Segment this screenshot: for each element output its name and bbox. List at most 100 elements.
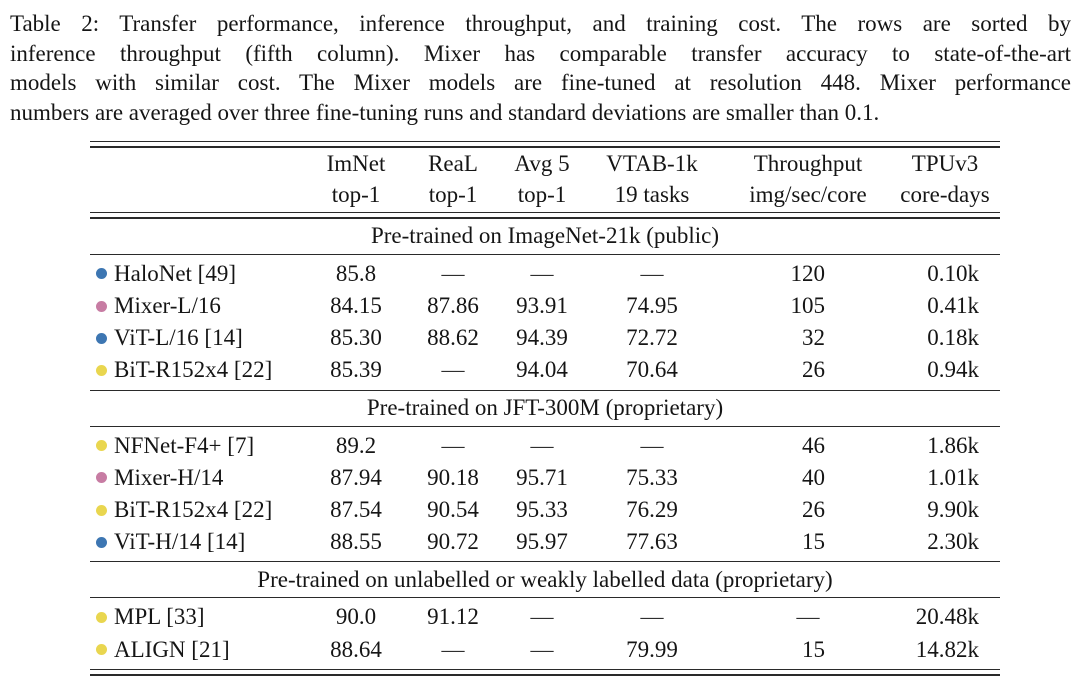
cell-imnet: 89.2 <box>335 432 377 458</box>
cell-tpu: 14.82k <box>915 636 979 662</box>
section-top-rule <box>90 561 1000 563</box>
cell-avg5: 95.97 <box>516 529 568 555</box>
column-header-line2: top-1 <box>331 181 381 207</box>
column-header-line2: top-1 <box>428 181 478 207</box>
cell-real: 90.54 <box>427 497 479 523</box>
cell-real: 88.62 <box>427 325 479 351</box>
table-row: BiT-R152x4 [22] 87.54 90.54 95.33 76.29 26 9.9… <box>90 494 1000 526</box>
table-row: MPL [33] 90.0 91.12 — — — 20.48k <box>90 601 1000 633</box>
cell-vtab: — <box>640 432 664 458</box>
cell-throughput: 40 <box>802 464 825 490</box>
cell-throughput: 120 <box>790 260 826 286</box>
cell-throughput: 15 <box>802 636 825 662</box>
column-header: TPUv3 core-days <box>890 149 1000 210</box>
cell-tpu: 0.41k <box>927 293 979 319</box>
cell-throughput: 105 <box>790 293 826 319</box>
cell-avg5: — <box>530 604 554 630</box>
cell-imnet: 87.94 <box>330 464 382 490</box>
table-row: Mixer-H/14 87.94 90.18 95.71 75.33 40 1.01k <box>90 462 1000 494</box>
column-header-line2: top-1 <box>517 181 567 207</box>
yellow-model-dot-icon <box>96 504 107 516</box>
cell-throughput: 46 <box>802 432 825 458</box>
model-name: NFNet-F4+ [7] <box>114 432 255 458</box>
cell-avg5: 95.71 <box>516 464 568 490</box>
cell-avg5: 95.33 <box>516 497 568 523</box>
cell-real: 90.18 <box>427 464 479 490</box>
caption-line: inference throughput (fifth column). Mix… <box>10 40 1071 66</box>
yellow-model-dot-icon <box>96 644 107 656</box>
pink-model-dot-icon <box>96 300 107 312</box>
model-cell: BiT-R152x4 [22] <box>90 357 312 383</box>
section-title-rule <box>90 425 1000 427</box>
cell-real: 90.72 <box>427 529 479 555</box>
column-header: ReaL top-1 <box>400 149 506 210</box>
cell-vtab: 70.64 <box>626 357 678 383</box>
cell-vtab: 77.63 <box>626 529 678 555</box>
cell-tpu: 1.01k <box>927 464 979 490</box>
column-header-line1: Avg 5 <box>514 151 570 177</box>
column-header-line1: ImNet <box>326 151 386 177</box>
table-row: ViT-L/16 [14] 85.30 88.62 94.39 72.72 32 0.18k <box>90 322 1000 354</box>
cell-real: — <box>441 357 465 383</box>
table-top-rule <box>90 140 1000 148</box>
blue-model-dot-icon <box>96 536 107 548</box>
cell-vtab: — <box>640 260 664 286</box>
cell-real: 87.86 <box>427 293 479 319</box>
cell-throughput: 26 <box>802 497 825 523</box>
cell-real: — <box>441 432 465 458</box>
section-title: Pre-trained on ImageNet-21k (public) <box>370 223 720 249</box>
model-name: MPL [33] <box>114 604 205 630</box>
model-cell: Mixer-L/16 <box>90 293 312 319</box>
section-rows: HaloNet [49] 85.8 — — — 120 0.10k Mixer-L/16 84.… <box>90 255 1000 390</box>
cell-real: — <box>441 260 465 286</box>
cell-avg5: 94.04 <box>516 357 568 383</box>
section-top-rule <box>90 389 1000 391</box>
cell-tpu: 0.10k <box>927 260 979 286</box>
cell-tpu: 9.90k <box>927 497 979 523</box>
table-bottom-rule <box>90 668 1000 676</box>
column-header-line1: Throughput <box>753 151 863 177</box>
cell-real: — <box>441 636 465 662</box>
column-header-line1: TPUv3 <box>911 151 979 177</box>
model-name: Mixer-L/16 <box>114 293 221 319</box>
table-caption: Table 2: Transfer performance, inference… <box>10 9 1071 128</box>
section-rows: NFNet-F4+ [7] 89.2 — — — 46 1.86k Mixer-H/14 87.… <box>90 427 1000 562</box>
table-header-row: ImNet top-1 ReaL top-1 Avg 5 top-1 VTAB-1k 19 t… <box>90 148 1000 212</box>
column-header-line1: VTAB-1k <box>606 151 698 177</box>
column-header: Throughput img/sec/core <box>726 149 890 210</box>
model-cell: ALIGN [21] <box>90 637 312 663</box>
model-name: BiT-R152x4 [22] <box>114 497 273 523</box>
section-title-rule <box>90 253 1000 255</box>
yellow-model-dot-icon <box>96 440 107 452</box>
model-name: ViT-H/14 [14] <box>114 529 246 555</box>
cell-imnet: 85.8 <box>335 260 377 286</box>
yellow-model-dot-icon <box>96 364 107 376</box>
cell-avg5: — <box>530 260 554 286</box>
cell-throughput: 15 <box>802 529 825 555</box>
model-name: Mixer-H/14 <box>114 464 224 490</box>
table-row: BiT-R152x4 [22] 85.39 — 94.04 70.64 26 0.94k <box>90 354 1000 386</box>
cell-avg5: — <box>530 636 554 662</box>
table-row: NFNet-F4+ [7] 89.2 — — — 46 1.86k <box>90 430 1000 462</box>
cell-imnet: 87.54 <box>330 497 382 523</box>
blue-model-dot-icon <box>96 332 107 344</box>
results-table: ImNet top-1 ReaL top-1 Avg 5 top-1 VTAB-1k 19 t… <box>90 140 1000 676</box>
model-name: ALIGN [21] <box>114 636 230 662</box>
caption-line: numbers are averaged over three fine-tun… <box>10 100 880 126</box>
cell-throughput: 32 <box>802 325 825 351</box>
cell-avg5: 94.39 <box>516 325 568 351</box>
model-name: BiT-R152x4 [22] <box>114 357 273 383</box>
cell-tpu: 1.86k <box>927 432 979 458</box>
cell-vtab: — <box>640 604 664 630</box>
column-header: VTAB-1k 19 tasks <box>578 149 726 210</box>
section-title-rule <box>90 597 1000 599</box>
model-cell: MPL [33] <box>90 604 312 630</box>
model-cell: HaloNet [49] <box>90 261 312 287</box>
cell-vtab: 72.72 <box>626 325 678 351</box>
column-header-line1: ReaL <box>428 151 478 177</box>
column-header-line2: core-days <box>900 181 990 207</box>
section-title: Pre-trained on JFT-300M (proprietary) <box>366 395 724 421</box>
section-rows: MPL [33] 90.0 91.12 — — — 20.48k ALIGN [21] 88.6… <box>90 598 1000 668</box>
cell-avg5: 93.91 <box>516 293 568 319</box>
caption-line: models with similar cost. The Mixer mode… <box>10 70 1071 96</box>
